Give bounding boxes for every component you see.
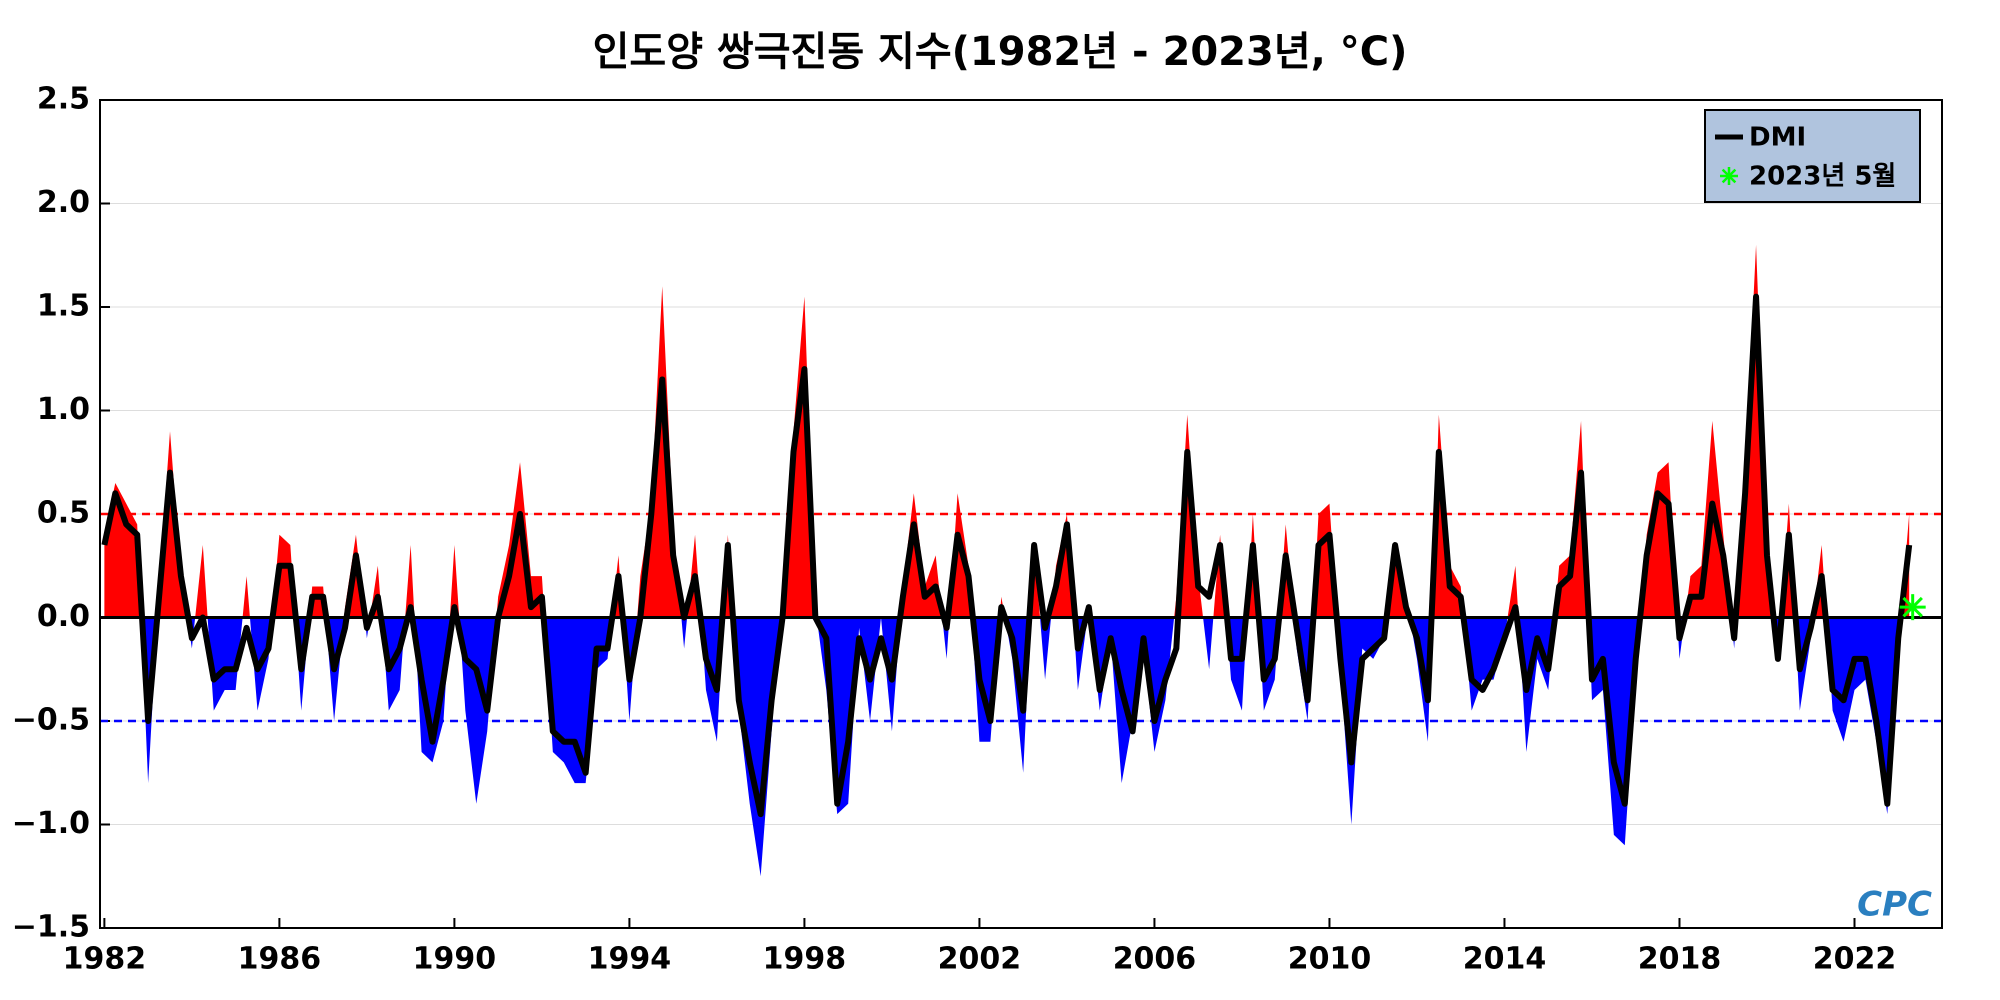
legend-label: DMI [1749, 123, 1806, 153]
x-tick-label: 2018 [1638, 942, 1722, 977]
x-tick-label: 2010 [1288, 942, 1372, 977]
legend-label: 2023년 5월 [1749, 162, 1896, 192]
y-tick-label: 2.5 [37, 82, 90, 117]
legend-box [1704, 109, 1921, 203]
x-tick-label: 2014 [1463, 942, 1547, 977]
plot-frame [99, 99, 1943, 929]
x-tick-label: 1998 [763, 942, 847, 977]
y-tick-label: −1.5 [12, 910, 90, 945]
y-tick-label: −1.0 [12, 806, 90, 841]
x-tick-label: 2006 [1113, 942, 1197, 977]
positive-area [104, 244, 1910, 618]
x-tick-label: 1994 [588, 942, 672, 977]
y-tick-label: 1.5 [37, 289, 90, 324]
legend-star [1721, 168, 1737, 184]
x-tick-label: 1990 [413, 942, 497, 977]
y-tick-label: 2.0 [37, 185, 90, 220]
x-tick-label: 1982 [63, 942, 147, 977]
x-tick-label: 1986 [238, 942, 322, 977]
x-tick-label: 2022 [1813, 942, 1897, 977]
watermark: CPC [1857, 885, 1932, 925]
chart-title: 인도양 쌍극진동 지수(1982년 - 2023년, °C) [593, 29, 1408, 75]
y-tick-label: 0.5 [37, 496, 90, 531]
star-stroke [1902, 596, 1923, 618]
y-tick-label: −0.5 [12, 703, 90, 738]
dmi-line [101, 293, 1913, 818]
highlight-marker [1899, 594, 1926, 621]
y-tick-label: 0.0 [37, 599, 90, 634]
negative-area [104, 617, 1910, 877]
x-tick-label: 2002 [938, 942, 1022, 977]
y-tick-label: 1.0 [37, 392, 90, 427]
